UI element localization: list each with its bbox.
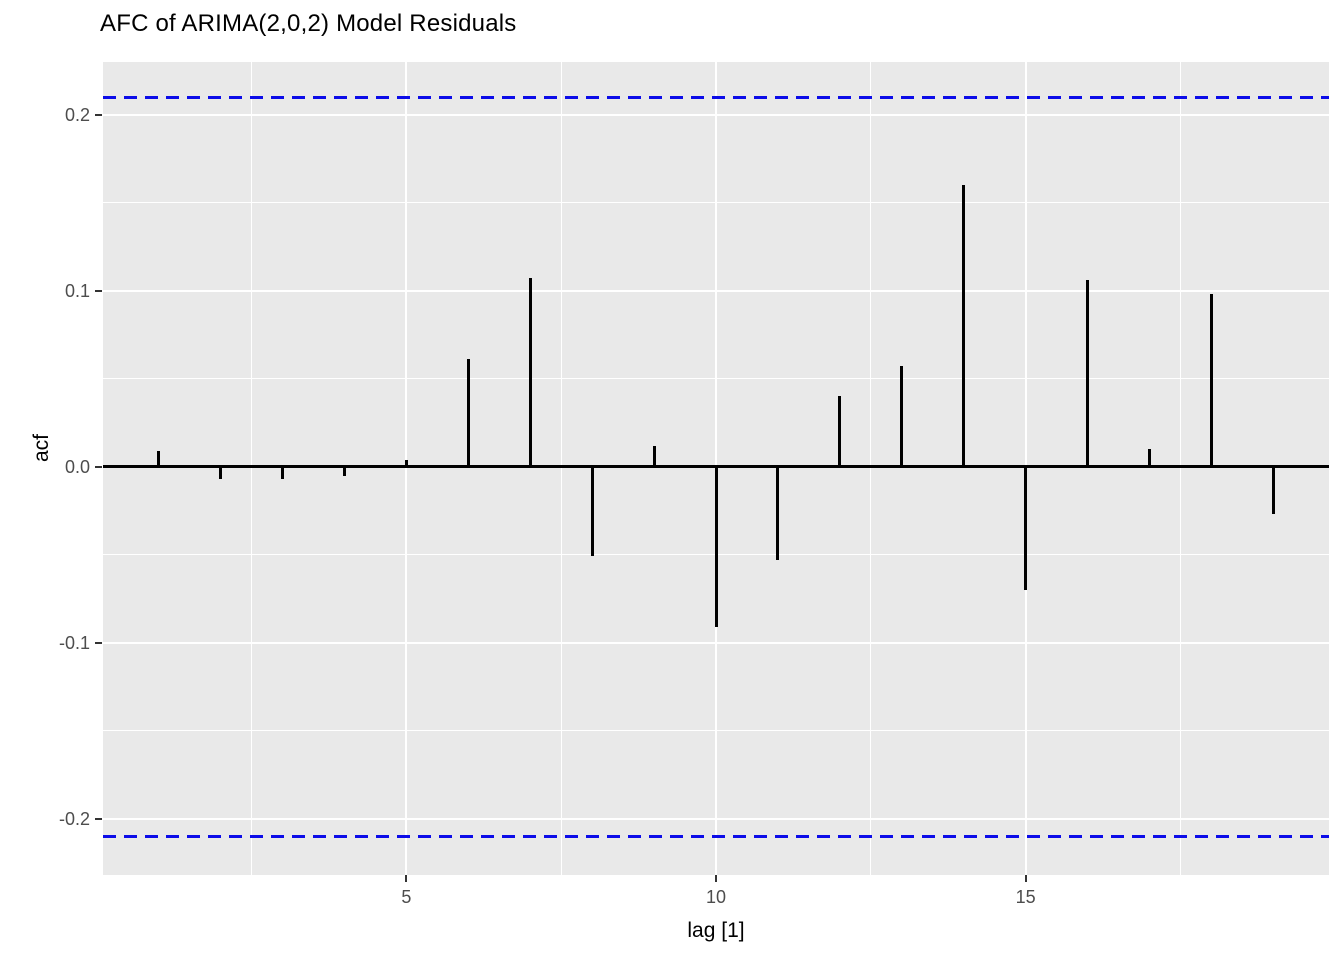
y-tick-label: -0.1 (58, 632, 90, 653)
x-tick-mark (715, 875, 717, 882)
x-minor-gridline (560, 62, 562, 875)
acf-spike-lag-2 (219, 466, 223, 480)
lower-confidence-line (103, 834, 1329, 838)
acf-spike-lag-9 (652, 445, 656, 467)
acf-spike-lag-14 (962, 185, 966, 467)
x-minor-gridline (870, 62, 872, 875)
plot-panel (103, 62, 1329, 875)
acf-spike-lag-12 (838, 396, 842, 467)
upper-confidence-line (103, 95, 1329, 99)
acf-spike-lag-15 (1024, 466, 1028, 590)
x-axis-title: lag [1] (687, 919, 745, 942)
acf-spike-lag-19 (1271, 466, 1275, 515)
x-tick-label: 10 (705, 887, 727, 907)
y-tick-mark (95, 289, 102, 292)
acf-spike-lag-18 (1209, 294, 1213, 467)
acf-spike-lag-1 (157, 450, 161, 467)
acf-spike-lag-3 (281, 466, 285, 480)
acf-spike-lag-17 (1147, 449, 1151, 467)
x-tick-label: 15 (1015, 887, 1036, 907)
y-tick-mark (95, 817, 102, 820)
x-major-gridline (405, 62, 408, 875)
y-tick-label: 0.2 (64, 104, 90, 125)
y-tick-mark (95, 641, 102, 644)
acf-spike-lag-16 (1086, 280, 1089, 467)
acf-spike-lag-4 (342, 466, 346, 476)
acf-spike-lag-8 (590, 466, 594, 557)
acf-spike-lag-11 (776, 466, 780, 560)
y-tick-label: 0.1 (64, 280, 90, 301)
y-tick-label: 0.0 (64, 456, 90, 477)
x-tick-label: 5 (401, 887, 412, 907)
y-tick-mark (95, 113, 102, 116)
acf-spike-lag-10 (714, 466, 718, 627)
y-tick-label: -0.2 (58, 808, 90, 829)
x-tick-mark (405, 875, 408, 882)
acf-spike-lag-5 (404, 459, 408, 467)
x-minor-gridline (251, 62, 253, 875)
acf-spike-lag-6 (466, 359, 470, 467)
y-tick-mark (95, 465, 102, 468)
x-tick-mark (1024, 875, 1027, 882)
acf-spike-lag-13 (900, 366, 904, 467)
chart-title: AFC of ARIMA(2,0,2) Model Residuals (100, 10, 517, 37)
acf-spike-lag-7 (528, 278, 532, 467)
x-minor-gridline (1179, 62, 1181, 875)
